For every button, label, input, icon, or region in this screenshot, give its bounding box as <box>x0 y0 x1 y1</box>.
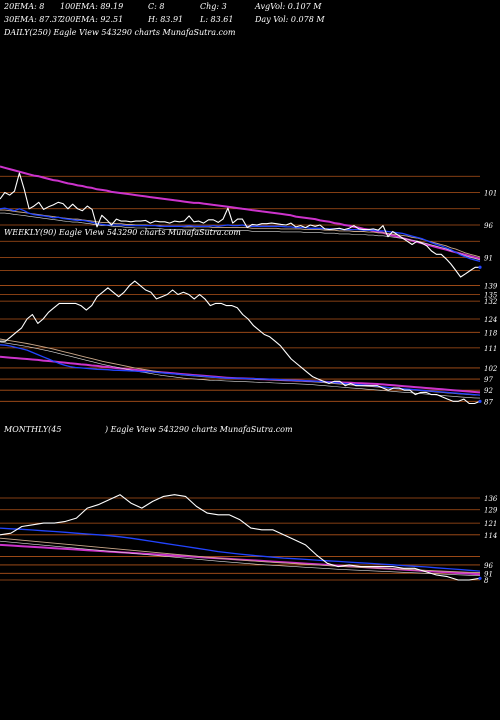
weekly-series-ema-long <box>0 355 481 394</box>
header-dayvol: Day Vol: 0.078 M <box>255 15 325 24</box>
daily-series-ema-mid <box>0 209 481 258</box>
monthly-series-ema-mid <box>0 537 481 574</box>
header-change: Chg: 3 <box>200 2 227 11</box>
weekly-tick-label-4: 118 <box>484 329 498 337</box>
weekly-series-ema-short <box>0 344 481 396</box>
monthly-tick-label-0: 136 <box>484 495 498 503</box>
monthly-tick-label-5: 91 <box>484 570 493 578</box>
monthly-series-ema-mid-band <box>0 540 481 576</box>
monthly-tick-label-6: 8 <box>484 577 489 585</box>
header-ema30: 30EMA: 87.37 <box>4 15 63 24</box>
weekly-tick-label-5: 111 <box>484 345 497 353</box>
monthly-tick-label-2: 121 <box>484 520 497 528</box>
daily-tick-label-0: 101 <box>484 190 497 198</box>
daily-series-ema-long <box>0 165 481 260</box>
weekly-tick-label-1: 135 <box>484 291 498 299</box>
daily-series-ema-mid-band <box>0 212 481 261</box>
monthly-series-price <box>0 494 481 581</box>
header-close: C: 8 <box>148 2 165 11</box>
monthly-tick-label-1: 129 <box>484 507 498 515</box>
header-ema200: 200EMA: 92.51 <box>60 15 124 24</box>
weekly-last-price-dot <box>478 399 482 403</box>
weekly-tick-label-7: 97 <box>484 376 493 384</box>
monthly-tick-label-4: 96 <box>484 562 493 570</box>
daily-tick-label-2: 91 <box>484 255 493 263</box>
daily-series-price <box>0 172 480 278</box>
header-ema20: 20EMA: 8 <box>4 2 45 11</box>
weekly-series-price <box>0 280 481 405</box>
header-high: H: 83.91 <box>148 15 184 24</box>
daily-series-ema-short <box>0 207 481 263</box>
weekly-tick-label-8: 92 <box>484 387 493 395</box>
daily-last-price-dot <box>478 265 482 269</box>
monthly-chart-label: MONTHLY(45 <box>4 425 62 434</box>
monthly-tick-label-3: 114 <box>484 532 497 540</box>
weekly-tick-label-9: 87 <box>484 398 493 406</box>
monthly-last-price-dot <box>478 576 482 580</box>
weekly-tick-label-6: 102 <box>484 365 498 373</box>
header-low: L: 83.61 <box>200 15 234 24</box>
monthly-chart-label-2: ) Eagle View 543290 charts MunafaSutra.c… <box>105 425 293 434</box>
header-ema100: 100EMA: 89.19 <box>60 2 124 11</box>
weekly-tick-label-3: 124 <box>484 316 497 324</box>
weekly-tick-label-2: 132 <box>484 298 498 306</box>
weekly-series-ema-mid-band <box>0 341 481 399</box>
weekly-chart-label: WEEKLY(90) Eagle View 543290 charts Muna… <box>4 228 241 237</box>
monthly-series-ema-short <box>0 527 481 572</box>
daily-tick-label-1: 96 <box>484 222 493 230</box>
weekly-tick-label-0: 139 <box>484 283 498 291</box>
header-avgvol: AvgVol: 0.107 M <box>255 2 322 11</box>
daily-chart-label: DAILY(250) Eagle View 543290 charts Muna… <box>4 28 236 37</box>
